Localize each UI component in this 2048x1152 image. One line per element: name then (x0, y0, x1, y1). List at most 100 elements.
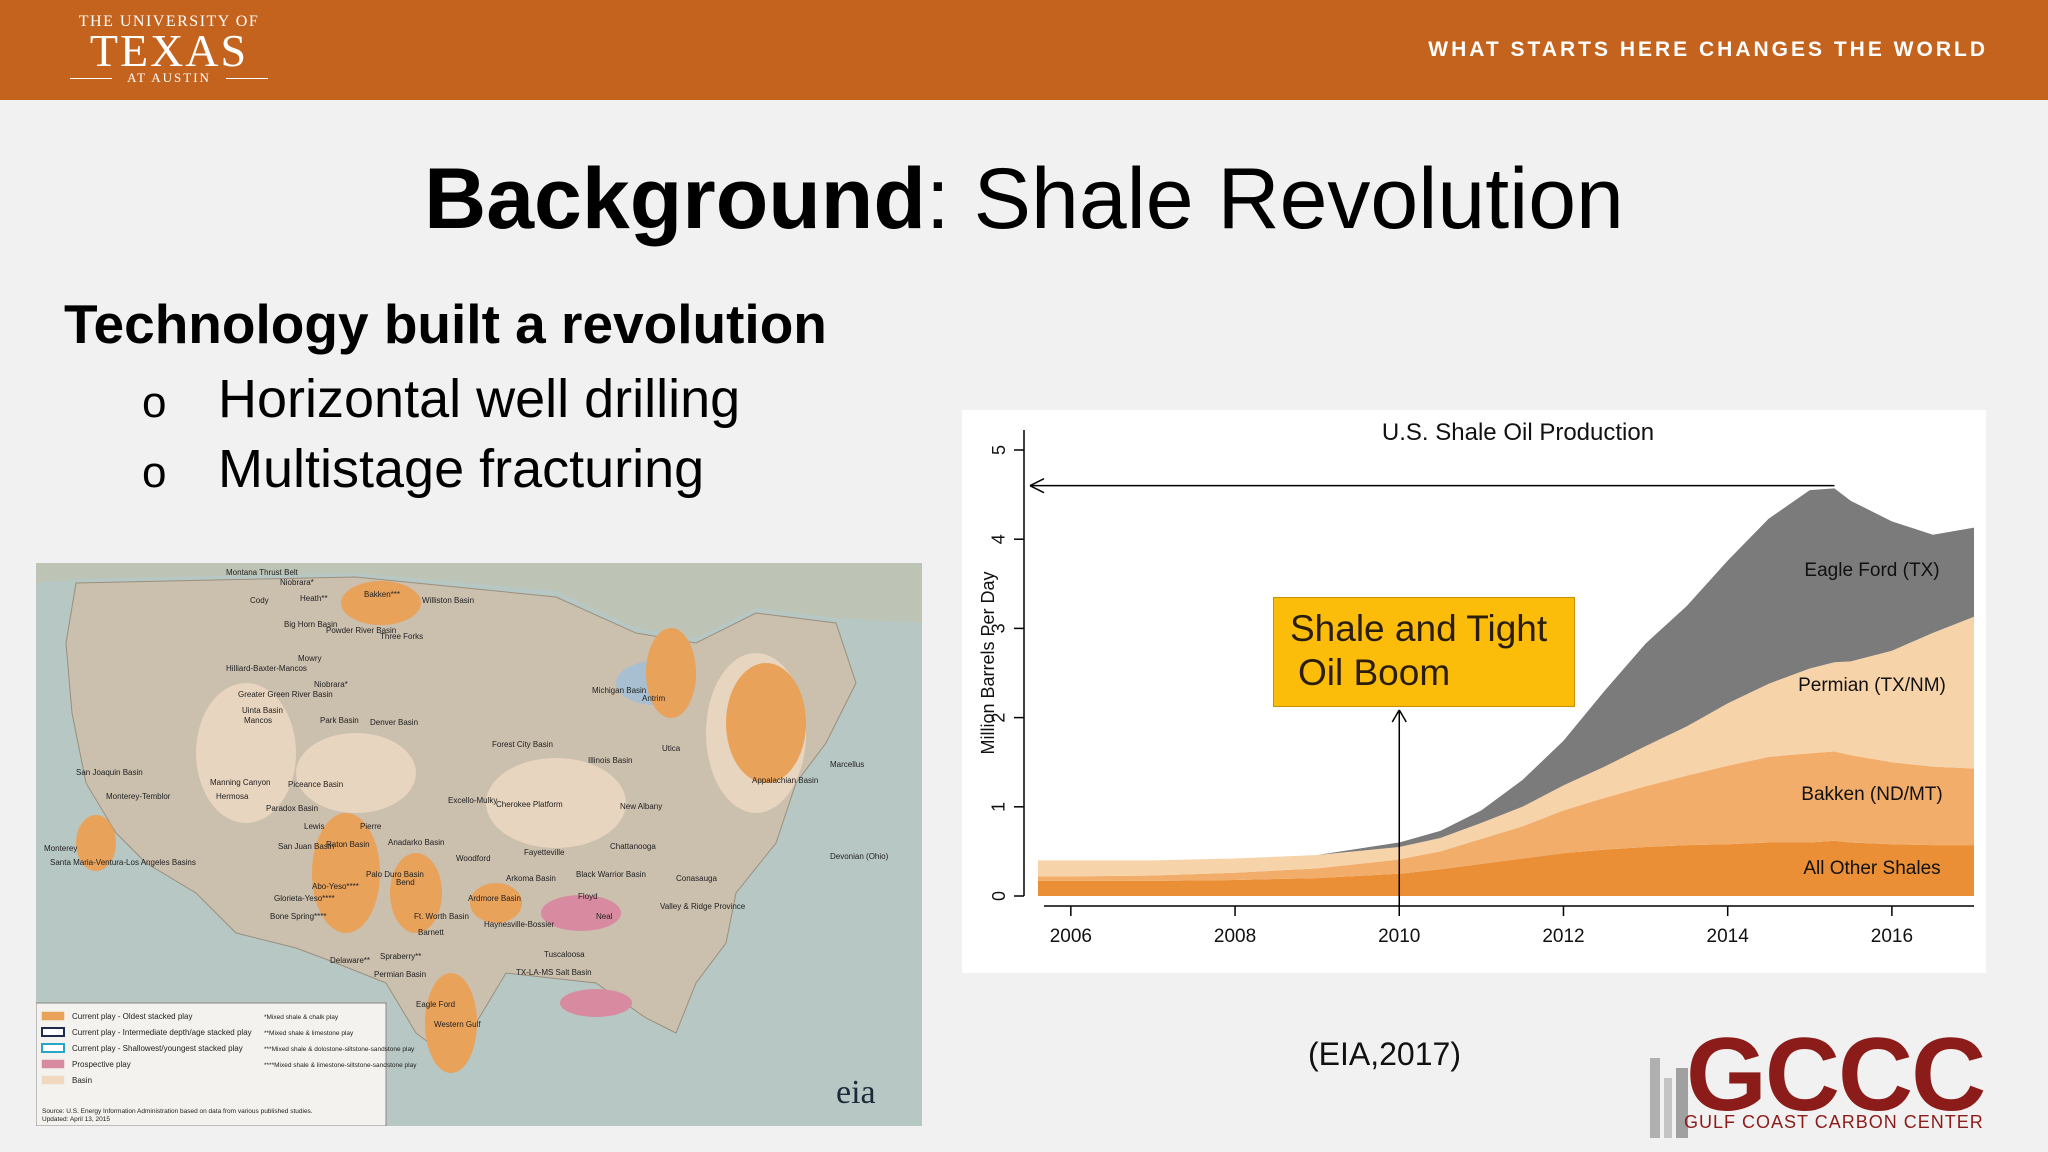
citation: (EIA,2017) (1308, 1036, 1461, 1072)
slide-subtitle: Technology built a revolution (64, 293, 827, 355)
x-tick-label: 2012 (1542, 926, 1584, 947)
map-label: TX-LA-MS Salt Basin (516, 968, 592, 977)
map-labels: Montana Thrust BeltNiobrara*Bakken***Cod… (44, 568, 889, 1029)
title-bold: Background (424, 151, 926, 247)
map-label: Niobrara* (280, 578, 314, 587)
map-label: Greater Green River Basin (238, 690, 333, 699)
y-tick-label: 5 (989, 445, 1009, 455)
map-legend-box (36, 1002, 387, 1126)
map-label: Bakken*** (364, 590, 400, 599)
legend-swatch (41, 1075, 65, 1085)
map-label: Barnett (418, 928, 445, 937)
map-label: Delaware** (330, 956, 370, 965)
peak-arrowhead (1029, 478, 1045, 494)
bullet-item: o Multistage fracturing (142, 438, 704, 500)
map-label: Haynesville-Bossier (484, 920, 555, 929)
map-label: Mowry (298, 654, 322, 663)
y-tick-label: 2 (989, 713, 1009, 723)
map-label: Pierre (360, 822, 382, 831)
map-label: Western Gulf (434, 1020, 481, 1029)
play-shape (341, 581, 421, 625)
chart-svg: 0 1 2 3 4 5 2006 2008 2010 2012 2014 2016 Million Ba… (978, 419, 1974, 947)
us-shale-map: Montana Thrust Belt Niobrara* Bakken*** Cod… (36, 563, 922, 1126)
basin-shape (486, 758, 626, 848)
series-label: Permian (TX/NM) (1798, 675, 1946, 696)
map-label: Bend (396, 878, 415, 887)
gccc-building-icon (1650, 1058, 1688, 1138)
map-graphic: Montana Thrust BeltNiobrara*Bakken***Cod… (36, 563, 922, 1126)
map-label: Spraberry** (380, 952, 421, 961)
map-label: Tuscaloosa (544, 950, 585, 959)
tagline: WHAT STARTS HERE CHANGES THE WORLD (1428, 38, 1988, 61)
map-label: Three Forks (380, 632, 423, 641)
map-label: Ardmore Basin (468, 894, 521, 903)
play-shape (390, 853, 442, 933)
map-label: Devonian (Ohio) (830, 852, 889, 861)
callout-line1: Shale and Tight (1290, 608, 1548, 649)
bullet-text: Multistage fracturing (218, 439, 705, 499)
map-legend: Current play - Oldest stacked play Curren… (41, 1011, 252, 1085)
x-tick-label: 2010 (1378, 926, 1420, 947)
map-label: Michigan Basin (592, 686, 646, 695)
play-shape (425, 973, 477, 1073)
play-shape (312, 813, 380, 933)
chart-title: U.S. Shale Oil Production (1382, 419, 1654, 446)
legend-swatch (41, 1043, 65, 1053)
map-label: Denver Basin (370, 718, 418, 727)
play-shape (470, 883, 522, 923)
map-label: Floyd (578, 892, 598, 901)
map-label: Chattanooga (610, 842, 656, 851)
series-area (1038, 616, 1974, 877)
map-label: Heath** (300, 594, 328, 603)
map-label: Eagle Ford (416, 1000, 455, 1009)
map-label: Valley & Ridge Province (660, 902, 746, 911)
map-updated: Updated: April 13, 2015 (42, 1116, 110, 1123)
legend-note: *Mixed shale & chalk play (264, 1014, 339, 1021)
play-shape (560, 989, 632, 1017)
basin-shape (196, 683, 296, 823)
logo-main-text: TEXAS (89, 25, 249, 76)
legend-note: ***Mixed shale & dolostone-siltstone-san… (264, 1046, 415, 1053)
y-tick-label: 3 (989, 623, 1009, 633)
map-label: San Joaquin Basin (76, 768, 143, 777)
map-label: New Albany (620, 802, 662, 811)
map-label: Hermosa (216, 792, 249, 801)
boom-arrowhead (1391, 709, 1407, 723)
bullet-item: o Horizontal well drilling (142, 368, 740, 430)
y-tick-label: 4 (989, 534, 1009, 544)
map-label: Ft. Worth Basin (414, 912, 469, 921)
map-label: Fayetteville (524, 848, 565, 857)
map-label: Hilliard-Baxter-Mancos (226, 664, 307, 673)
map-label: Cody (250, 596, 269, 605)
logo-sub-text: AT AUSTIN (127, 70, 211, 85)
logo-top-text: THE UNIVERSITY OF (78, 13, 260, 30)
x-tick-label: 2014 (1707, 926, 1750, 947)
map-legend-notes: *Mixed shale & chalk play **Mixed shale &… (264, 1014, 417, 1069)
x-tick-label: 2016 (1871, 926, 1913, 947)
map-label: Excello-Mulky (448, 796, 497, 805)
y-tick-label: 1 (989, 802, 1009, 812)
play-shape (76, 815, 116, 871)
legend-swatch (41, 1011, 65, 1021)
header-bar: THE UNIVERSITY OF TEXAS AT AUSTIN WHAT S… (0, 0, 2048, 100)
legend-label: Current play - Intermediate depth/age st… (72, 1028, 252, 1037)
legend-label: Current play - Shallowest/youngest stack… (72, 1044, 243, 1053)
legend-swatch (41, 1059, 65, 1069)
map-label: Monterey (44, 844, 77, 853)
map-label: Williston Basin (422, 596, 474, 605)
title-rest: : Shale Revolution (925, 151, 1624, 247)
play-shape (541, 895, 621, 931)
map-label: Manning Canyon (210, 778, 270, 787)
map-label: Abo-Yeso**** (312, 882, 359, 891)
y-axis-label: Million Barrels Per Day (978, 571, 998, 754)
slide-title: Background: Shale Revolution (0, 150, 2048, 249)
logo-rule-right (226, 78, 268, 79)
series-area (1038, 840, 1974, 896)
map-label: Santa Maria-Ventura-Los Angeles Basins (50, 858, 196, 867)
legend-swatch (41, 1027, 65, 1037)
gccc-name: GULF COAST CARBON CENTER (1684, 1112, 1984, 1132)
map-label: Permian Basin (374, 970, 426, 979)
x-tick-label: 2006 (1050, 926, 1092, 947)
series-label: Eagle Ford (TX) (1804, 560, 1939, 581)
gccc-letters: GCCC (1686, 1017, 1986, 1133)
